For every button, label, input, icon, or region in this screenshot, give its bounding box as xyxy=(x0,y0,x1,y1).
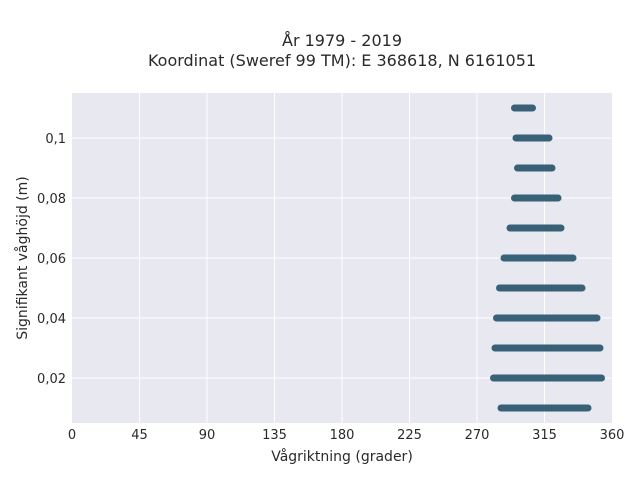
y-tick-label: 0,08 xyxy=(37,192,66,207)
x-tick-label: 315 xyxy=(532,428,557,443)
x-tick-label: 45 xyxy=(131,428,148,443)
y-tick-labels: 0,02 0,04 0,06 0,08 0,1 xyxy=(37,132,66,387)
y-tick-label: 0,06 xyxy=(37,252,66,267)
x-tick-label: 0 xyxy=(68,428,76,443)
y-tick-label: 0,1 xyxy=(45,132,66,147)
x-tick-label: 90 xyxy=(199,428,216,443)
x-tick-label: 360 xyxy=(600,428,625,443)
data-bands xyxy=(490,104,605,412)
x-axis-label: Vågriktning (grader) xyxy=(271,448,413,465)
chart-title-line2: Koordinat (Sweref 99 TM): E 368618, N 61… xyxy=(148,51,536,70)
x-tick-label: 270 xyxy=(465,428,490,443)
y-tick-label: 0,02 xyxy=(37,372,66,387)
x-tick-label: 135 xyxy=(262,428,287,443)
x-tick-label: 225 xyxy=(397,428,422,443)
chart-title-line1: År 1979 - 2019 xyxy=(282,31,402,50)
y-tick-label: 0,04 xyxy=(37,312,66,327)
x-tick-labels: 0 45 90 135 180 225 270 315 360 xyxy=(68,428,625,443)
x-tick-label: 180 xyxy=(330,428,355,443)
y-axis-label: Signifikant våghöjd (m) xyxy=(14,176,31,339)
